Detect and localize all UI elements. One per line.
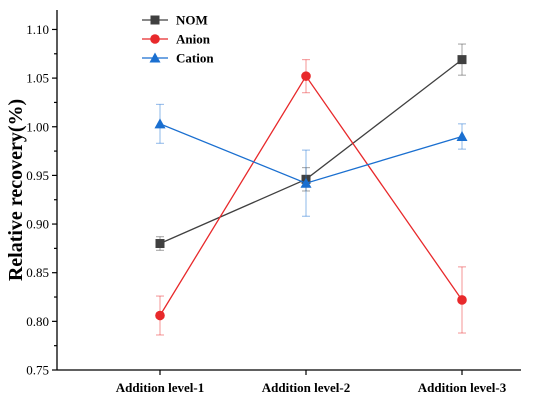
data-point-marker	[300, 177, 312, 188]
x-tick-label: Addition level-1	[116, 380, 204, 395]
x-tick-label: Addition level-2	[262, 380, 350, 395]
series-anion	[155, 59, 467, 336]
data-point-marker	[155, 310, 165, 321]
legend-label: NOM	[176, 13, 208, 28]
plot-area	[154, 43, 468, 336]
y-tick-label: 0.75	[26, 363, 49, 378]
axes	[56, 10, 521, 371]
data-point-marker	[457, 295, 467, 305]
legend-label: Anion	[176, 32, 211, 47]
y-tick-label: 0.85	[26, 265, 49, 280]
x-tick-label: Addition level-3	[418, 380, 507, 395]
series-cation	[154, 103, 468, 217]
data-point-marker	[456, 130, 468, 141]
data-point-marker	[154, 118, 166, 129]
series-nom	[155, 43, 467, 251]
legend-item: NOM	[142, 13, 208, 28]
legend-marker	[150, 34, 160, 44]
legend-item: Cation	[142, 51, 214, 66]
data-point-marker	[155, 239, 165, 249]
x-ticks: Addition level-1 Addition level-2 Addition…	[116, 370, 507, 395]
legend-marker	[150, 15, 160, 25]
y-tick-label: 0.95	[26, 168, 49, 183]
y-tick-label: 0.90	[26, 217, 49, 232]
legend-marker	[149, 52, 161, 63]
y-tick-label: 1.05	[26, 71, 49, 86]
legend-label: Cation	[176, 51, 214, 66]
y-tick-label: 1.10	[26, 22, 49, 37]
y-ticks: 0.75 0.80 0.85 0.90 0.95 1.00 1.05 1.10	[26, 22, 57, 378]
y-tick-label: 1.00	[26, 119, 49, 134]
y-tick-label: 0.80	[26, 314, 49, 329]
series-line	[159, 74, 463, 316]
series-line	[159, 59, 463, 245]
data-point-marker	[301, 71, 311, 81]
data-point-marker	[457, 55, 467, 65]
legend-item: Anion	[142, 32, 211, 47]
series-line	[159, 123, 463, 184]
y-axis-label: Relative recovery(%)	[5, 99, 27, 281]
legend: NOM Anion Cation	[142, 13, 214, 66]
